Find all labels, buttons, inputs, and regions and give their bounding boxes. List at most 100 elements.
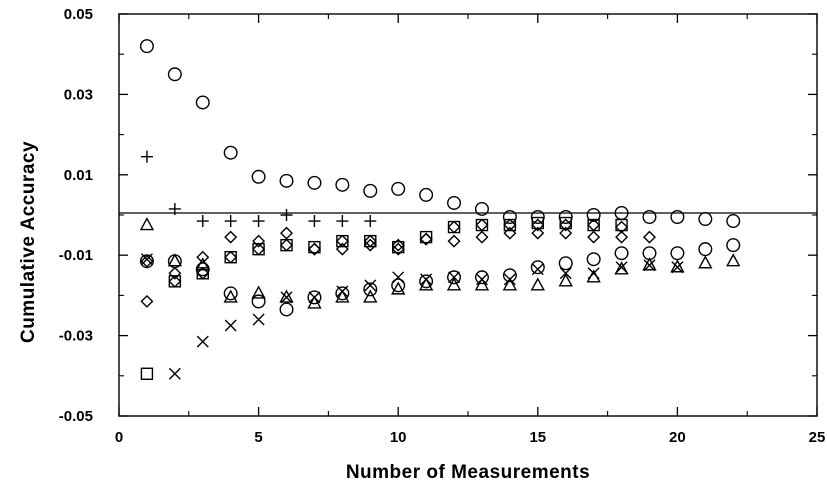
triangle-marker xyxy=(335,289,350,303)
square-marker xyxy=(168,275,182,288)
square-marker xyxy=(308,240,321,254)
diamond-marker xyxy=(168,266,182,280)
square-marker xyxy=(419,230,433,244)
circle-marker xyxy=(363,183,378,198)
series-6-square xyxy=(140,216,628,380)
plus-marker xyxy=(336,215,349,228)
diamond-marker xyxy=(559,218,573,232)
circle-marker xyxy=(223,286,238,301)
triangle-marker xyxy=(363,289,378,303)
square-marker xyxy=(392,240,405,254)
cross-marker xyxy=(531,263,544,276)
plot-area xyxy=(118,13,818,417)
square-marker xyxy=(364,234,377,248)
circle-marker xyxy=(447,195,462,210)
triangle-marker xyxy=(558,273,573,287)
cross-marker xyxy=(392,271,405,284)
circle-marker xyxy=(530,210,545,225)
diamond-marker xyxy=(503,226,517,240)
diamond-marker xyxy=(307,242,321,256)
triangle-marker xyxy=(530,277,545,291)
circle-marker xyxy=(726,214,741,229)
square-marker xyxy=(587,218,600,232)
circle-marker xyxy=(419,274,434,289)
square-marker xyxy=(503,218,517,232)
circle-marker xyxy=(698,212,713,227)
square-marker xyxy=(615,218,628,232)
square-marker xyxy=(252,242,265,256)
plot-border xyxy=(118,13,818,417)
circle-marker xyxy=(502,268,517,283)
x-tick-label: 10 xyxy=(390,429,407,446)
cross-marker xyxy=(140,253,153,266)
diamond-marker xyxy=(615,230,629,244)
cross-marker xyxy=(280,291,293,304)
triangle-marker xyxy=(614,261,629,275)
plus-marker xyxy=(308,215,321,228)
triangle-marker xyxy=(223,289,238,303)
triangle-marker xyxy=(139,217,155,231)
circle-marker xyxy=(502,210,517,225)
square-marker xyxy=(196,267,209,280)
square-marker xyxy=(531,216,544,230)
diamond-marker xyxy=(363,238,377,252)
x-axis-title: Number of Measurements xyxy=(346,462,590,483)
diamond-marker xyxy=(280,226,294,240)
y-tick-label: -0.05 xyxy=(59,408,93,425)
y-tick-label: 0.01 xyxy=(64,167,93,184)
circle-marker xyxy=(363,282,378,297)
circle-marker xyxy=(307,175,322,190)
circle-marker xyxy=(586,207,601,222)
circle-marker xyxy=(335,177,350,192)
diamond-marker xyxy=(252,242,266,256)
y-tick-label: 0.03 xyxy=(64,86,93,103)
cross-marker xyxy=(336,285,349,298)
plus-marker xyxy=(168,202,181,215)
series-0-circle xyxy=(139,39,741,229)
circle-marker xyxy=(391,181,406,196)
y-tick-label: -0.01 xyxy=(59,247,93,264)
y-tick-label: 0.05 xyxy=(64,6,93,23)
diamond-marker xyxy=(559,226,573,240)
triangle-marker xyxy=(670,259,685,273)
cross-marker xyxy=(503,273,516,286)
series-1-circle xyxy=(139,238,741,317)
triangle-marker xyxy=(726,253,741,267)
x-tick-label: 15 xyxy=(529,429,546,446)
circle-marker xyxy=(447,270,462,285)
cross-marker xyxy=(448,271,461,284)
triangle-marker xyxy=(307,295,322,309)
tick-labels: 0 5 10 15 20 25 -0.05 -0.03 -0.01 0.01 0.03 0.05 xyxy=(59,6,826,446)
diamond-marker xyxy=(252,234,266,248)
cross-marker xyxy=(587,267,600,280)
cross-marker xyxy=(252,313,265,326)
circle-marker xyxy=(726,238,741,253)
diamond-marker xyxy=(363,234,377,248)
diamond-marker xyxy=(531,218,545,232)
circle-marker xyxy=(474,201,489,216)
triangle-marker xyxy=(642,257,657,271)
square-marker xyxy=(447,220,461,234)
cross-marker xyxy=(224,319,237,332)
series-3-triangle xyxy=(139,217,741,309)
y-tick-label: -0.03 xyxy=(59,328,93,345)
plus-marker xyxy=(224,215,237,228)
triangle-marker xyxy=(195,257,210,271)
triangle-marker xyxy=(502,277,518,291)
circle-marker xyxy=(530,260,545,275)
circle-marker xyxy=(195,95,210,110)
diamond-marker xyxy=(447,234,461,248)
data-points xyxy=(139,39,741,380)
x-tick-label: 0 xyxy=(115,429,123,446)
circle-marker xyxy=(558,210,573,225)
x-tick-label: 5 xyxy=(254,429,262,446)
circle-marker xyxy=(279,302,294,317)
diamond-marker xyxy=(419,232,433,246)
diamond-marker xyxy=(587,230,601,244)
triangle-marker xyxy=(418,277,434,291)
circle-marker xyxy=(614,246,629,261)
y-axis-title: Cumulative Accuracy xyxy=(18,141,39,343)
triangle-marker xyxy=(474,277,490,291)
x-tick-label: 20 xyxy=(669,429,686,446)
